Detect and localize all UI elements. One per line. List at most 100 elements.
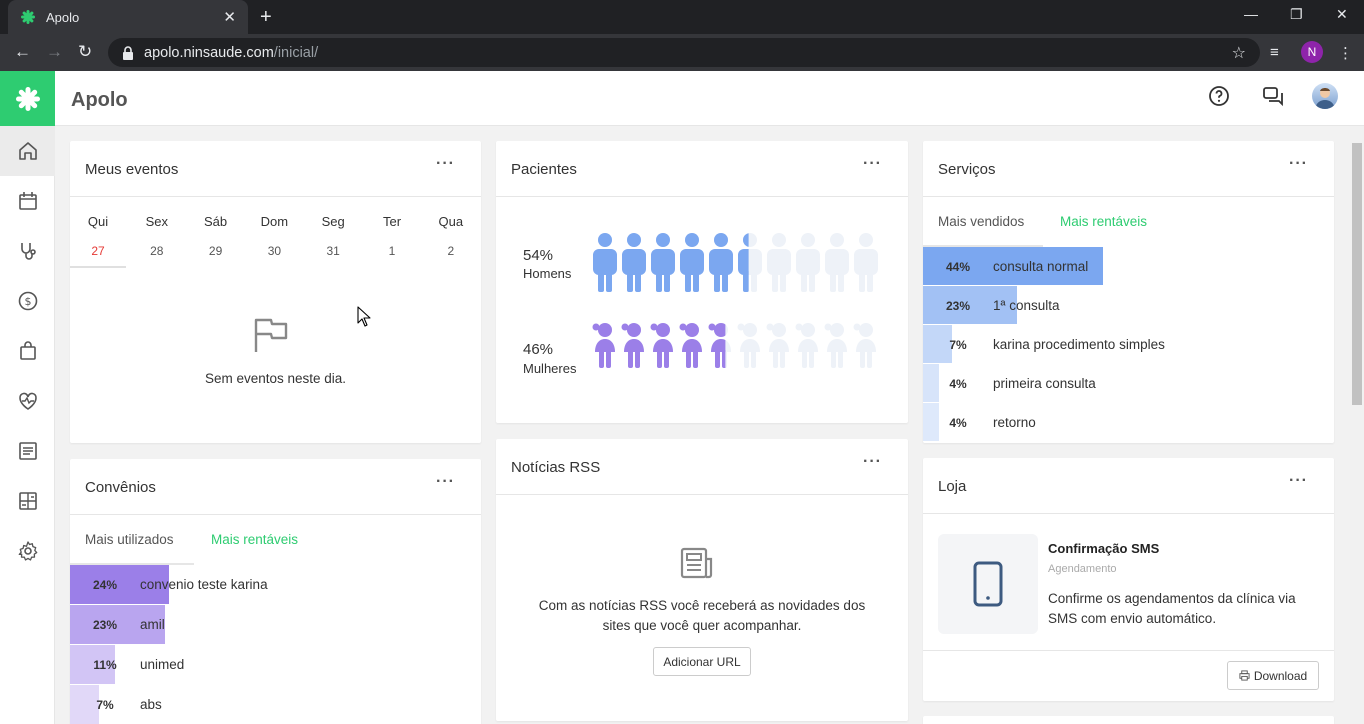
patients-card: Pacientes ··· 54% Homens 46% Mulheres [496,141,908,423]
convenio-percent: 23% [92,618,118,632]
address-bar[interactable]: apolo.ninsaude.com/inicial/ ☆ [108,38,1260,67]
convenio-percent: 11% [93,658,117,672]
url-path: /inicial/ [273,44,319,61]
download-button[interactable]: Download [1227,661,1319,690]
chat-icon[interactable] [1261,84,1285,108]
rss-more-icon[interactable]: ··· [863,453,882,470]
convenio-label[interactable]: unimed [140,657,185,672]
convenio-bar [70,565,169,604]
sidebar-item-records[interactable] [0,426,55,476]
media-controls-icon[interactable]: ≡ [1270,44,1279,61]
woman-figure [679,323,702,368]
printer-icon [1239,670,1250,681]
sidebar-item-calendar[interactable] [0,176,55,226]
service-label[interactable]: karina procedimento simples [993,337,1165,352]
tab-services-most-profitable[interactable]: Mais rentáveis [1060,214,1148,229]
men-pictogram [593,233,878,292]
today-date[interactable]: 27 [91,244,105,258]
store-footer-divider [923,650,1334,651]
tab-convenios-most-used[interactable]: Mais utilizados [85,532,174,547]
events-more-icon[interactable]: ··· [436,155,455,172]
service-label[interactable]: consulta normal [993,259,1089,274]
bag-icon [19,341,36,360]
help-icon[interactable] [1207,84,1231,108]
convenio-percent: 24% [92,578,118,592]
service-label[interactable]: 1ª consulta [993,298,1060,313]
sidebar-item-store[interactable] [0,326,55,376]
convenios-more-icon[interactable]: ··· [436,473,455,490]
sidebar-item-settings[interactable] [0,526,55,576]
rss-divider [496,494,908,495]
bookmark-star-icon[interactable]: ☆ [1231,44,1246,62]
tab-services-most-sold[interactable]: Mais vendidos [938,214,1025,229]
patients-more-icon[interactable]: ··· [863,155,882,172]
scrollbar-thumb[interactable] [1352,143,1362,405]
sidebar-item-health[interactable] [0,376,55,426]
service-percent: 23% [945,299,971,313]
convenio-label[interactable]: amil [140,617,165,632]
man-figure [738,233,749,292]
product-image[interactable] [938,534,1038,634]
services-more-icon[interactable]: ··· [1289,155,1308,172]
window-close-icon[interactable]: ✕ [1336,6,1348,22]
product-desc-line2: SMS com envio automático. [1048,611,1217,626]
store-more-icon[interactable]: ··· [1289,472,1308,489]
man-figure [622,233,646,292]
browser-tab[interactable]: Apolo ✕ [8,0,248,34]
convenios-tab-indicator [70,563,194,565]
convenio-label[interactable]: abs [140,697,162,712]
weekday-label[interactable]: Seg [321,214,345,229]
url-domain: apolo.ninsaude.com [144,44,274,61]
dollar-icon: $ [18,291,37,311]
weekday-label[interactable]: Qui [87,214,109,229]
reload-icon[interactable]: ↻ [78,42,93,61]
man-figure-bg [854,233,878,292]
sidebar-item-dashboard[interactable] [0,476,55,526]
service-label[interactable]: primeira consulta [993,376,1096,391]
day-date[interactable]: 1 [388,244,396,258]
browser-profile-avatar[interactable]: N [1301,41,1323,63]
restore-icon[interactable]: ❐ [1290,6,1303,22]
weekday-label[interactable]: Sáb [204,214,228,229]
services-tab-indicator [923,245,1043,247]
patients-divider [496,196,908,197]
day-date[interactable]: 2 [447,244,455,258]
app-logo[interactable] [0,71,55,126]
tab-convenios-most-profitable[interactable]: Mais rentáveis [211,532,299,547]
rss-message-line2: sites que você quer acompanhar. [602,618,802,633]
men-label: Homens [523,266,572,281]
browser-menu-icon[interactable]: ⋮ [1338,45,1353,62]
weekday-label[interactable]: Ter [382,214,402,229]
women-pictogram [592,323,876,368]
user-avatar[interactable] [1312,83,1338,109]
new-tab-icon[interactable]: + [260,6,272,28]
minimize-icon[interactable]: — [1244,6,1258,22]
service-percent: 4% [949,416,967,430]
sidebar-item-finance[interactable]: $ [0,276,55,326]
sidebar-item-stethoscope[interactable] [0,226,55,276]
day-date[interactable]: 31 [326,244,340,258]
product-title[interactable]: Confirmação SMS [1048,541,1160,556]
service-label[interactable]: retorno [993,415,1036,430]
woman-figure-bg [766,323,789,368]
back-icon[interactable]: ← [14,42,31,61]
weekday-label[interactable]: Qua [438,214,464,229]
list-icon [18,442,37,460]
convenio-label[interactable]: convenio teste karina [140,577,268,592]
add-url-button[interactable]: Adicionar URL [653,647,751,676]
forward-icon[interactable]: → [46,42,63,61]
services-card-title: Serviços [938,161,996,178]
sidebar: $ [0,126,55,724]
convenio-bar [70,605,165,644]
weekday-label[interactable]: Sex [145,214,168,229]
sidebar-item-home[interactable] [0,126,55,176]
day-date[interactable]: 28 [150,244,164,258]
day-date[interactable]: 30 [267,244,282,258]
man-figure [593,233,617,292]
browser-tab-title: Apolo [46,9,80,25]
home-icon [18,142,37,160]
tab-close-icon[interactable]: ✕ [223,9,236,26]
weekday-label[interactable]: Dom [260,214,289,229]
app-title: Apolo [71,89,128,111]
day-date[interactable]: 29 [208,244,223,258]
